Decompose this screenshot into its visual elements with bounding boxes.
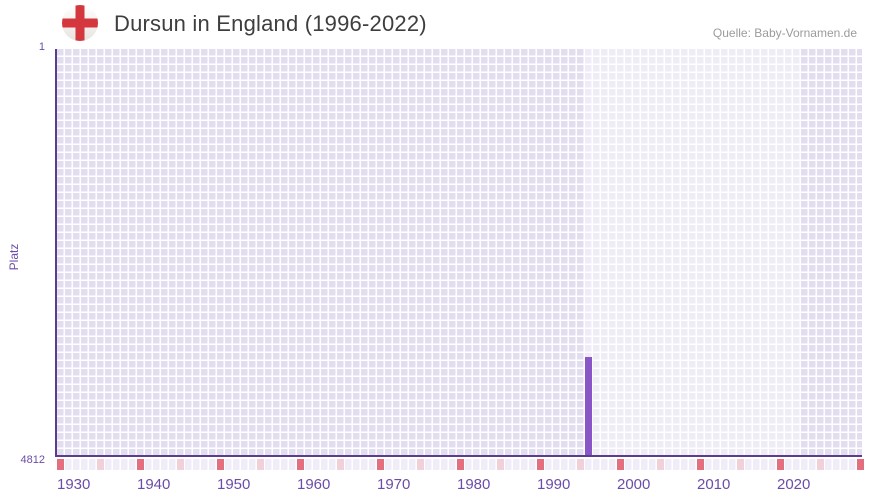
half-decade-marker: [497, 459, 504, 470]
decade-marker: [457, 459, 464, 470]
half-decade-marker: [257, 459, 264, 470]
x-tick-label: 1930: [57, 476, 91, 493]
chart-title: Dursun in England (1996-2022): [114, 11, 427, 36]
decade-marker: [377, 459, 384, 470]
y-tick-max: 4812: [20, 454, 45, 466]
half-decade-marker: [577, 459, 584, 470]
y-tick-min: 1: [38, 41, 45, 53]
year-marker-strip: [57, 459, 864, 470]
decade-marker: [777, 459, 784, 470]
decade-marker: [137, 459, 144, 470]
x-tick-label: 1980: [457, 476, 491, 493]
decade-marker: [537, 459, 544, 470]
decade-marker: [217, 459, 224, 470]
flag-cross-vertical: [75, 5, 85, 41]
x-tick-label: 1960: [297, 476, 331, 493]
half-decade-marker: [177, 459, 184, 470]
y-axis-line: [55, 49, 57, 457]
decade-marker: [297, 459, 304, 470]
x-tick-label: 1990: [537, 476, 571, 493]
plot-area: [57, 49, 862, 455]
x-tick-label: 2010: [697, 476, 731, 493]
half-decade-marker: [737, 459, 744, 470]
x-tick-label: 1940: [137, 476, 171, 493]
half-decade-marker: [817, 459, 824, 470]
decade-marker: [697, 459, 704, 470]
england-flag-icon: [62, 5, 98, 41]
x-tick-label: 2000: [617, 476, 651, 493]
x-tick-label: 1950: [217, 476, 251, 493]
source-attribution: Quelle: Baby-Vornamen.de: [712, 26, 857, 40]
half-decade-marker: [97, 459, 104, 470]
rank-bar-1996[interactable]: [585, 356, 592, 455]
y-axis-label: Platz: [7, 243, 21, 271]
half-decade-marker: [337, 459, 344, 470]
decade-marker: [857, 459, 864, 470]
decade-marker: [617, 459, 624, 470]
x-tick-label: 2020: [777, 476, 811, 493]
x-tick-label: 1970: [377, 476, 411, 493]
x-axis-line: [55, 455, 862, 457]
decade-marker: [57, 459, 64, 470]
half-decade-marker: [657, 459, 664, 470]
half-decade-marker: [417, 459, 424, 470]
